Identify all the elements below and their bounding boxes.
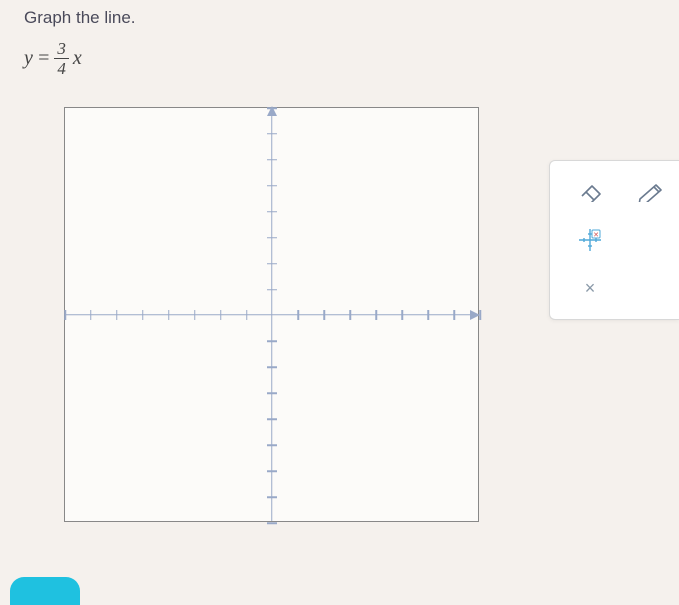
y-axis — [271, 108, 273, 521]
y-tick — [267, 470, 277, 472]
y-tick — [267, 367, 277, 369]
equation-equals: = — [37, 47, 51, 70]
help-bubble[interactable] — [10, 577, 80, 605]
y-tick — [267, 393, 277, 395]
point-tool-icon: ✕ — [577, 227, 603, 253]
x-tick — [142, 310, 144, 320]
y-tick — [267, 107, 277, 109]
equation-lhs: y — [24, 47, 33, 70]
close-button[interactable]: × — [574, 275, 606, 301]
close-icon: × — [585, 278, 596, 299]
y-tick — [267, 341, 277, 343]
y-tick — [267, 185, 277, 187]
equation-denominator: 4 — [54, 58, 69, 77]
x-tick — [64, 310, 66, 320]
y-tick — [267, 444, 277, 446]
question-title: Graph the line. — [24, 8, 655, 28]
x-tick — [324, 310, 326, 320]
equation-rhs-var: x — [73, 47, 82, 70]
tool-panel: ✕ × — [549, 160, 679, 320]
pencil-tool-button[interactable] — [634, 179, 666, 205]
x-tick — [427, 310, 429, 320]
y-tick — [267, 522, 277, 524]
point-tool-button[interactable]: ✕ — [574, 227, 606, 253]
eraser-icon — [576, 182, 604, 202]
x-tick — [479, 310, 481, 320]
x-tick — [116, 310, 118, 320]
svg-text:✕: ✕ — [593, 232, 599, 239]
x-tick — [90, 310, 92, 320]
x-tick — [453, 310, 455, 320]
y-tick — [267, 211, 277, 213]
y-tick — [267, 496, 277, 498]
x-tick — [401, 310, 403, 320]
x-tick — [376, 310, 378, 320]
y-tick — [267, 237, 277, 239]
pencil-icon — [636, 182, 664, 202]
equation-numerator: 3 — [54, 40, 69, 58]
equation: y = 3 4 x — [24, 40, 655, 77]
x-tick — [220, 310, 222, 320]
coordinate-plane[interactable] — [64, 107, 479, 522]
y-tick — [267, 289, 277, 291]
y-tick — [267, 133, 277, 135]
eraser-tool-button[interactable] — [574, 179, 606, 205]
x-tick — [350, 310, 352, 320]
y-tick — [267, 263, 277, 265]
x-tick — [194, 310, 196, 320]
x-tick — [168, 310, 170, 320]
y-tick — [267, 419, 277, 421]
x-tick — [298, 310, 300, 320]
y-tick — [267, 159, 277, 161]
x-tick — [246, 310, 248, 320]
equation-fraction: 3 4 — [54, 40, 69, 77]
